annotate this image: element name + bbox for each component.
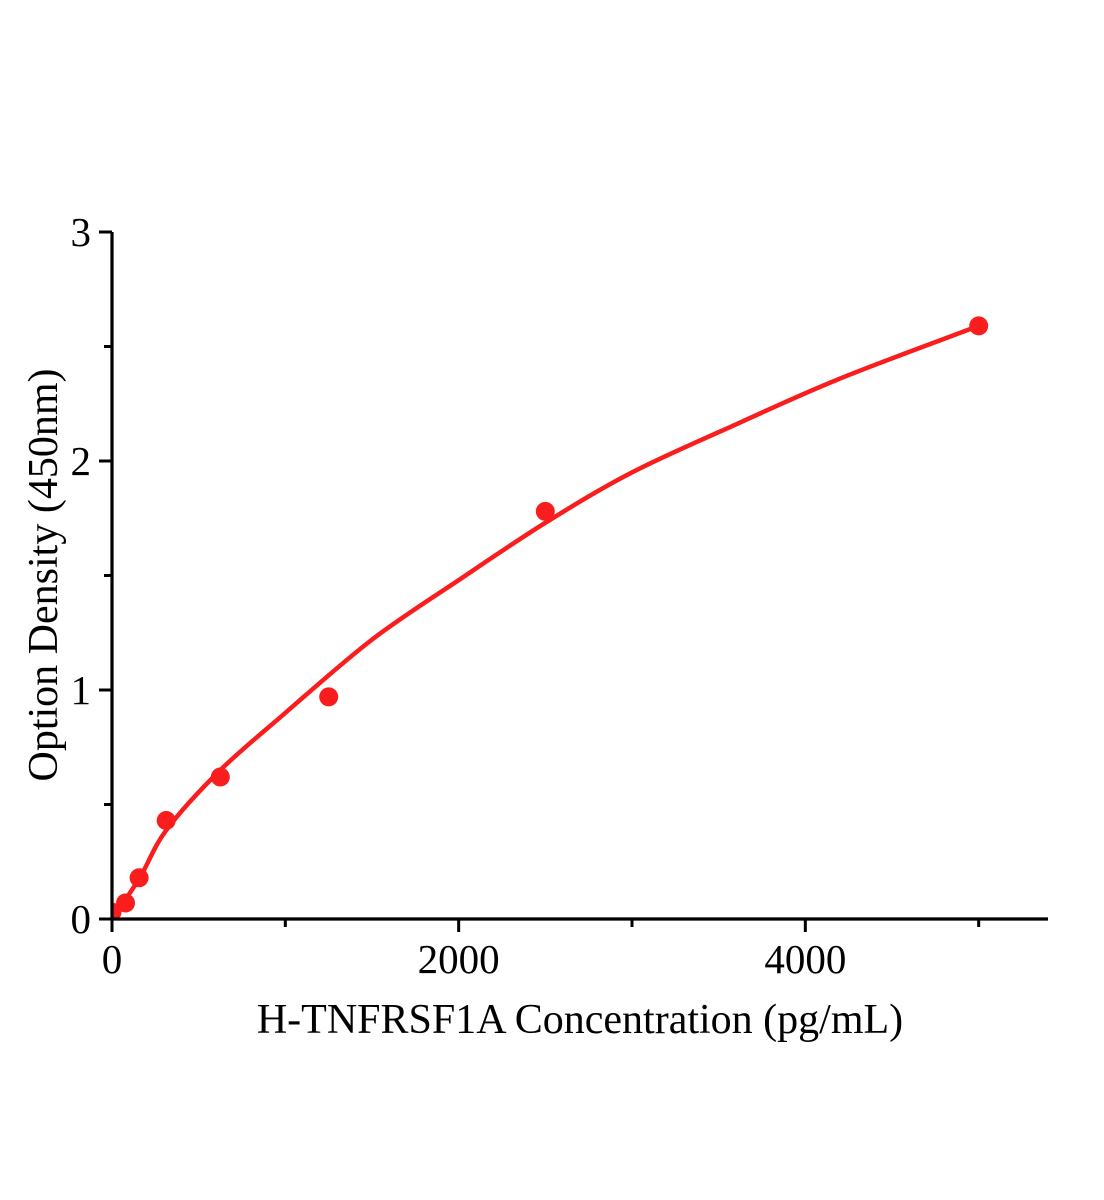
- data-point: [129, 868, 149, 888]
- data-point: [969, 316, 989, 336]
- data-point: [210, 767, 230, 787]
- x-tick-label: 4000: [764, 936, 846, 982]
- series-layer: [112, 316, 989, 920]
- data-point: [116, 893, 135, 913]
- x-tick-label: 2000: [418, 936, 500, 982]
- y-tick-label: 0: [71, 896, 92, 942]
- y-tick-label: 3: [71, 209, 92, 255]
- tick-label-layer: 0 2000 4000 0 1 2 3: [71, 209, 847, 982]
- data-point: [535, 501, 555, 521]
- x-axis-title: H-TNFRSF1A Concentration (pg/mL): [257, 997, 903, 1043]
- y-tick-label: 1: [71, 667, 92, 713]
- x-tick-label: 0: [102, 936, 123, 982]
- data-point: [319, 687, 339, 707]
- data-point: [156, 811, 176, 830]
- axes-layer: [99, 230, 1048, 932]
- y-axis-title: Option Density (450nm): [21, 369, 67, 782]
- y-tick-label: 2: [71, 438, 92, 484]
- fit-curve: [112, 323, 981, 920]
